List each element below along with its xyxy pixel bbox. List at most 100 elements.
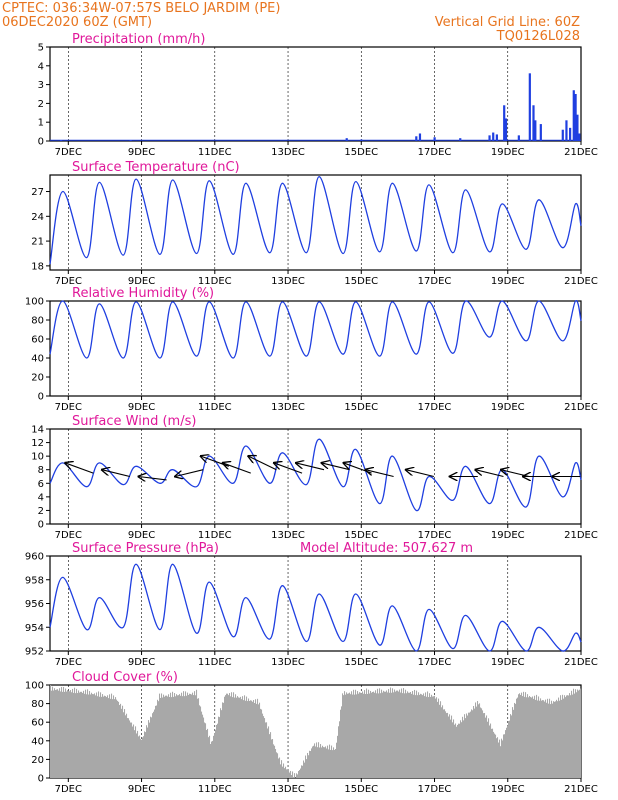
x-tick-label: 21DEC xyxy=(564,402,598,413)
x-tick-label: 15DEC xyxy=(344,784,378,795)
cloud-bar xyxy=(528,697,530,778)
cloud-bar xyxy=(60,691,62,778)
cloud-bar xyxy=(200,706,202,778)
cloud-bar xyxy=(321,747,323,778)
cloud-bar xyxy=(227,693,229,778)
cloud-bar xyxy=(566,695,568,778)
cloud-bar xyxy=(514,702,516,778)
cloud-bar xyxy=(578,690,580,778)
cloud-bar xyxy=(432,696,434,778)
y-tick-label: 60 xyxy=(31,335,44,346)
cloud-bar xyxy=(435,698,437,778)
precip-bar xyxy=(418,133,422,141)
x-tick-label: 15DEC xyxy=(344,147,378,158)
cloud-bar xyxy=(517,697,519,778)
cloud-bar xyxy=(354,694,356,778)
cloud-bar xyxy=(505,730,507,778)
cloud-bar xyxy=(282,766,284,778)
cloud-bar xyxy=(439,704,441,778)
cloud-bar xyxy=(461,722,463,778)
cloud-bar xyxy=(418,692,420,778)
x-tick-label: 7DEC xyxy=(55,530,82,541)
cloud-bar xyxy=(245,700,247,778)
cloud-bar xyxy=(574,693,576,778)
cloud-bar xyxy=(181,692,183,778)
cloud-bar xyxy=(341,706,343,778)
cloud-bar xyxy=(271,739,273,778)
date-line: 06DEC2020 60Z (GMT) xyxy=(2,15,152,30)
cloud-bar xyxy=(483,713,485,778)
cloud-bar xyxy=(123,712,125,778)
cloud-bar xyxy=(86,694,88,778)
cloud-bar xyxy=(174,693,176,778)
cloud-bar xyxy=(496,738,498,778)
cloud-bar xyxy=(131,722,133,778)
cloud-bar xyxy=(403,688,405,778)
cloud-bar xyxy=(99,696,101,778)
cloud-bar xyxy=(570,695,572,778)
panel-title: Surface Pressure (hPa) xyxy=(72,541,219,556)
cloud-bar xyxy=(415,695,417,778)
y-tick-label: 40 xyxy=(31,354,44,365)
cloud-bar xyxy=(443,709,445,778)
cloud-bar xyxy=(519,693,521,778)
cloud-bar xyxy=(381,689,383,778)
precip-bar xyxy=(495,134,498,141)
cloud-bar xyxy=(416,690,418,778)
cloud-bar xyxy=(412,691,414,778)
cloud-bar xyxy=(560,695,562,778)
cloud-bar xyxy=(179,694,181,778)
cloud-bar xyxy=(525,692,527,778)
cloud-bar xyxy=(224,696,226,778)
precip-bar xyxy=(59,140,63,141)
cloud-bar xyxy=(142,737,144,778)
cloud-bar xyxy=(482,710,484,778)
y-tick-label: 958 xyxy=(25,575,44,586)
cloud-bar xyxy=(342,693,344,778)
cloud-bar xyxy=(250,700,252,778)
cloud-bar xyxy=(458,723,460,778)
wind-arrow xyxy=(139,477,167,480)
x-tick-label: 17DEC xyxy=(418,147,452,158)
cloud-bar xyxy=(571,690,573,778)
y-tick-label: 80 xyxy=(31,699,44,710)
cloud-bar xyxy=(332,750,334,778)
x-tick-label: 7DEC xyxy=(55,402,82,413)
cloud-bar xyxy=(335,748,337,778)
cloud-bar xyxy=(239,697,241,778)
cloud-bar xyxy=(180,695,182,778)
cloud-bar xyxy=(358,693,360,778)
cloud-bar xyxy=(103,696,105,778)
wind-arrow xyxy=(296,463,325,471)
cloud-bar xyxy=(185,691,187,778)
cloud-bar xyxy=(290,770,292,778)
cloud-bar xyxy=(114,699,116,778)
cloud-bar xyxy=(218,716,220,778)
panel-1: 0 1 2 3 4 5 7DEC 9DEC 11DEC 13DEC 15DEC 17DEC 19DEC 2… xyxy=(38,32,598,158)
precip-bar xyxy=(492,132,495,141)
cloud-bar xyxy=(542,700,544,778)
cloud-bar xyxy=(536,694,538,778)
header: CPTEC: 036:34W-07:57S BELO JARDIM (PE) 0… xyxy=(2,1,580,44)
cloud-bar xyxy=(319,747,321,778)
cloud-bar xyxy=(85,689,87,778)
x-tick-label: 11DEC xyxy=(198,657,232,668)
cloud-bar xyxy=(299,770,301,778)
vertical-grid-label: Vertical Grid Line: 60Z xyxy=(435,15,580,30)
cloud-bar xyxy=(425,692,427,778)
cloud-bar xyxy=(507,725,509,778)
cloud-bar xyxy=(65,688,67,778)
cloud-bar xyxy=(221,710,223,778)
cloud-bar xyxy=(551,700,553,778)
cloud-bar xyxy=(345,694,347,778)
cloud-bar xyxy=(268,726,270,778)
cloud-bar xyxy=(84,693,86,778)
cloud-bar xyxy=(94,693,96,778)
cloud-bar xyxy=(540,698,542,778)
precip-bar xyxy=(574,94,577,141)
cloud-bar xyxy=(376,693,378,778)
cloud-bar xyxy=(281,760,283,778)
y-tick-label: 100 xyxy=(25,297,44,308)
cloud-bar xyxy=(160,697,162,778)
cloud-bar xyxy=(477,701,479,778)
